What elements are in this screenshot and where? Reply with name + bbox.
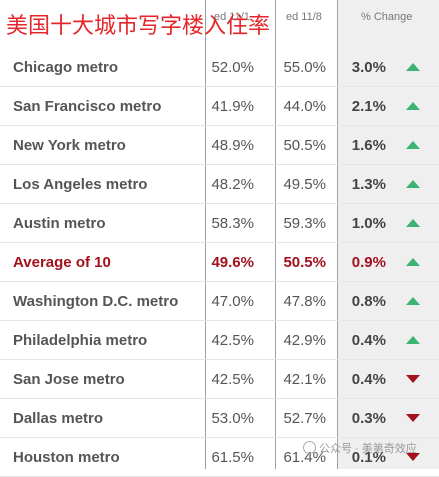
metro-name: Los Angeles metro [13,176,148,193]
wechat-icon [303,441,316,454]
arrow-up-icon [406,336,420,344]
occupancy-week-2: 55.0% [283,59,326,76]
occupancy-week-2: 44.0% [283,98,326,115]
table-row: New York metro 48.9% 50.5% 1.6% [0,126,439,165]
arrow-up-icon [406,141,420,149]
arrow-up-icon [406,297,420,305]
row-divider [0,164,439,165]
row-divider [0,359,439,360]
occupancy-week-1: 52.0% [211,59,254,76]
metro-name: Austin metro [13,215,106,232]
column-divider [337,0,338,469]
occupancy-week-1: 48.2% [211,176,254,193]
column-divider [275,0,276,469]
table-row: San Francisco metro 41.9% 44.0% 2.1% [0,87,439,126]
occupancy-week-1: 53.0% [211,410,254,427]
occupancy-change: 2.1% [351,98,386,115]
occupancy-change: 0.3% [351,410,386,427]
arrow-down-icon [406,414,420,422]
occupancy-change: 3.0% [351,59,386,76]
occupancy-change: 1.0% [351,215,386,232]
table-row: Philadelphia metro 42.5% 42.9% 0.4% [0,321,439,360]
occupancy-week-1: 41.9% [211,98,254,115]
occupancy-week-2: 42.1% [283,371,326,388]
row-divider [0,125,439,126]
occupancy-week-1: 47.0% [211,293,254,310]
occupancy-change: 1.6% [351,137,386,154]
occupancy-week-2: 50.5% [283,254,326,271]
row-divider [0,437,439,438]
arrow-up-icon [406,63,420,71]
metro-name: Dallas metro [13,410,104,427]
table-row: Los Angeles metro 48.2% 49.5% 1.3% [0,165,439,204]
row-divider [0,281,439,282]
header-week-2: ed 11/8 [286,11,322,23]
metro-name: San Francisco metro [13,98,162,115]
table-row: Austin metro 58.3% 59.3% 1.0% [0,204,439,243]
occupancy-change: 0.4% [351,332,386,349]
metro-name: San Jose metro [13,371,125,388]
arrow-up-icon [406,258,420,266]
watermark-text: 公众号 · 美第奇效应 [319,443,417,455]
occupancy-week-2: 42.9% [283,332,326,349]
change-column-background [338,0,439,469]
arrow-up-icon [406,219,420,227]
occupancy-week-2: 50.5% [283,137,326,154]
metro-name: Philadelphia metro [13,332,148,349]
occupancy-week-1: 42.5% [211,371,254,388]
occupancy-week-1: 42.5% [211,332,254,349]
row-divider [0,242,439,243]
occupancy-change: 1.3% [351,176,386,193]
occupancy-week-1: 61.5% [211,449,254,466]
arrow-down-icon [406,375,420,383]
header-change: % Change [361,11,413,23]
header-week-1: ed 11/1 [214,11,250,23]
occupancy-week-2: 61.4% [283,449,326,466]
occupancy-week-2: 59.3% [283,215,326,232]
metro-name: Houston metro [13,449,120,466]
row-divider [0,398,439,399]
metro-name: Washington D.C. metro [13,293,179,310]
metro-name: Chicago metro [13,59,119,76]
occupancy-week-2: 49.5% [283,176,326,193]
table-row: San Jose metro 42.5% 42.1% 0.4% [0,360,439,399]
metro-name: New York metro [13,137,126,154]
arrow-down-icon [406,453,420,461]
table-row: Average of 10 49.6% 50.5% 0.9% [0,243,439,282]
occupancy-week-1: 58.3% [211,215,254,232]
row-divider [0,320,439,321]
occupancy-change: 0.1% [351,449,386,466]
table-row: Chicago metro 52.0% 55.0% 3.0% [0,48,439,87]
table-row: Washington D.C. metro 47.0% 47.8% 0.8% [0,282,439,321]
occupancy-week-1: 48.9% [211,137,254,154]
occupancy-change: 0.4% [351,371,386,388]
arrow-up-icon [406,102,420,110]
watermark: 公众号 · 美第奇效应 [303,440,417,456]
occupancy-change: 0.8% [351,293,386,310]
occupancy-change: 0.9% [351,254,386,271]
metro-name: Average of 10 [13,254,111,271]
page-title: 美国十大城市写字楼入住率 [6,14,271,39]
occupancy-week-1: 49.6% [211,254,254,271]
occupancy-week-2: 52.7% [283,410,326,427]
column-divider [205,0,206,469]
arrow-up-icon [406,180,420,188]
table-row: Dallas metro 53.0% 52.7% 0.3% [0,399,439,438]
occupancy-week-2: 47.8% [283,293,326,310]
row-divider [0,203,439,204]
row-divider [0,86,439,87]
